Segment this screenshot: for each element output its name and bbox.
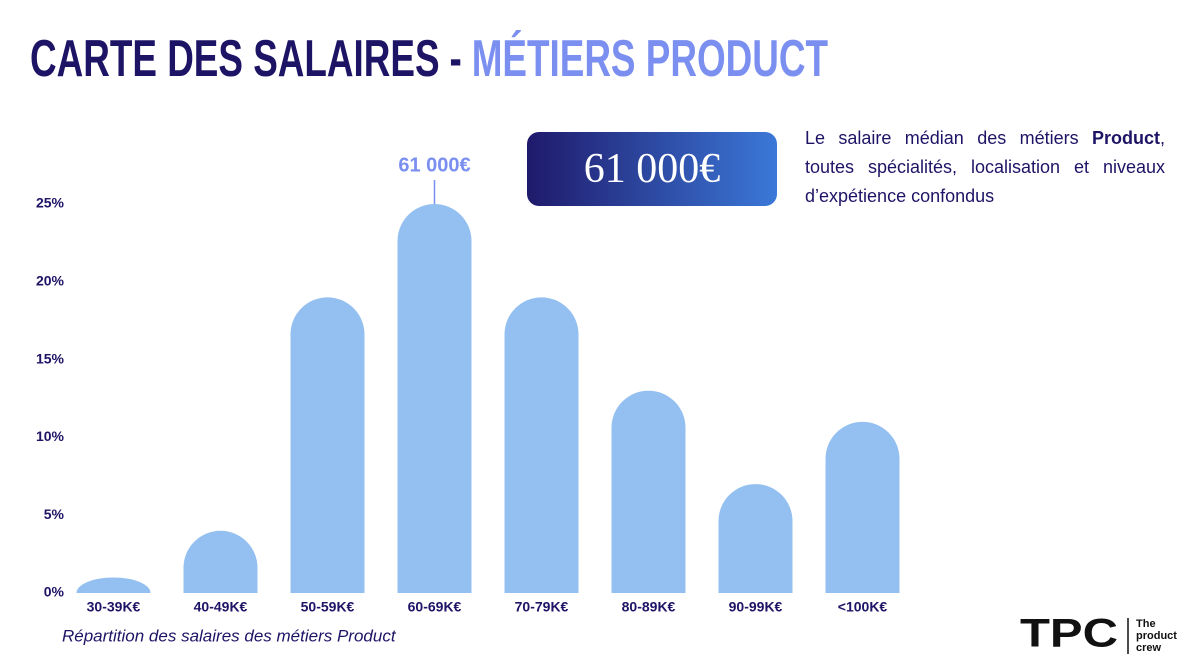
bar [718, 484, 793, 593]
x-tick-label: 30-39K€ [87, 599, 141, 615]
x-tick-label: 50-59K€ [301, 599, 355, 615]
y-tick-label: 20% [36, 273, 65, 289]
x-tick-label: 40-49K€ [194, 599, 248, 615]
x-tick-label: 60-69K€ [408, 599, 462, 615]
x-tick-label: 80-89K€ [622, 599, 676, 615]
description: Le salaire médian des métiers Product, t… [805, 124, 1165, 211]
bar [290, 297, 365, 593]
y-tick-label: 25% [36, 195, 65, 211]
bar [504, 297, 579, 593]
logo-text: The [1136, 618, 1156, 630]
title-separator: - [449, 30, 461, 88]
bar [183, 530, 258, 593]
bar [397, 204, 472, 593]
title-accent: MÉTIERS PRODUCT [472, 30, 828, 88]
y-tick-label: 0% [44, 584, 65, 600]
description-text: , toutes spécialités, localisation et ni… [805, 128, 1165, 206]
bar [611, 390, 686, 593]
description-bold: Product [1091, 128, 1160, 148]
chart-title: CARTE DES SALAIRES [30, 30, 440, 88]
logo-text: crew [1136, 642, 1162, 654]
bar [76, 577, 151, 593]
x-tick-label: <100K€ [838, 599, 888, 615]
x-tick-label: 70-79K€ [515, 599, 569, 615]
y-tick-label: 15% [36, 350, 65, 366]
x-tick-label: 90-99K€ [729, 599, 783, 615]
title-group: CARTE DES SALAIRES-MÉTIERS PRODUCT [30, 30, 828, 88]
y-tick-label: 10% [36, 428, 65, 444]
logo-text: product [1136, 630, 1177, 642]
median-box: 61 000€ [527, 132, 777, 206]
description-text: Le salaire médian des métiers [805, 128, 1092, 148]
annotation: 61 000€ [398, 154, 470, 176]
logo-mark: TPC [1020, 612, 1118, 656]
logo: TPC The product crew [1020, 612, 1177, 656]
y-tick-label: 5% [44, 506, 65, 522]
caption: Répartition des salaires des métiers Pro… [62, 626, 397, 645]
bar [825, 421, 900, 593]
